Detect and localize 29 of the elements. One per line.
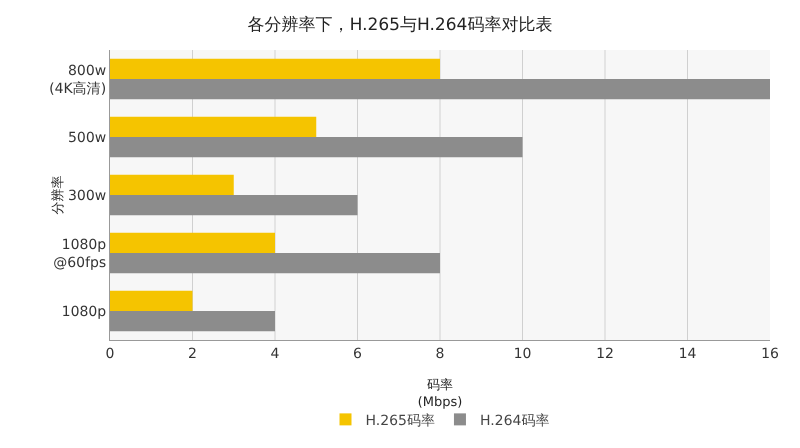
y-tick-label: 800w (4K高清) [49,62,106,97]
y-tick-label: 1080p [62,304,106,320]
x-axis-title: 码率 (Mbps) [418,377,462,410]
x-tick-label: 2 [188,346,197,362]
bar [110,137,522,158]
x-tick-label: 0 [106,346,114,362]
x-tick-label: 14 [678,346,696,362]
y-axis-title: 分辨率 [50,176,66,214]
y-tick-label: 1080p @60fps [53,236,106,271]
x-tick-label: 8 [436,346,444,362]
bar [110,79,770,100]
bar [110,58,440,79]
y-tick-label: 300w [68,188,106,204]
bar [110,311,275,332]
bar [110,195,358,216]
bar [110,174,234,195]
bar [110,290,192,311]
legend-label: H.265码率 [366,412,435,429]
chart-title: 各分辨率下，H.265与H.264码率对比表 [248,14,552,35]
bar [110,116,316,137]
x-tick-label: 16 [761,346,779,362]
x-tick-label: 4 [270,346,280,362]
x-tick-label: 6 [353,346,362,362]
bar [110,253,440,274]
y-tick-label: 500w [68,130,106,146]
x-tick-label: 12 [596,346,614,362]
x-tick-label: 10 [514,346,532,362]
bar [110,232,275,253]
legend-label: H.264码率 [480,412,550,429]
